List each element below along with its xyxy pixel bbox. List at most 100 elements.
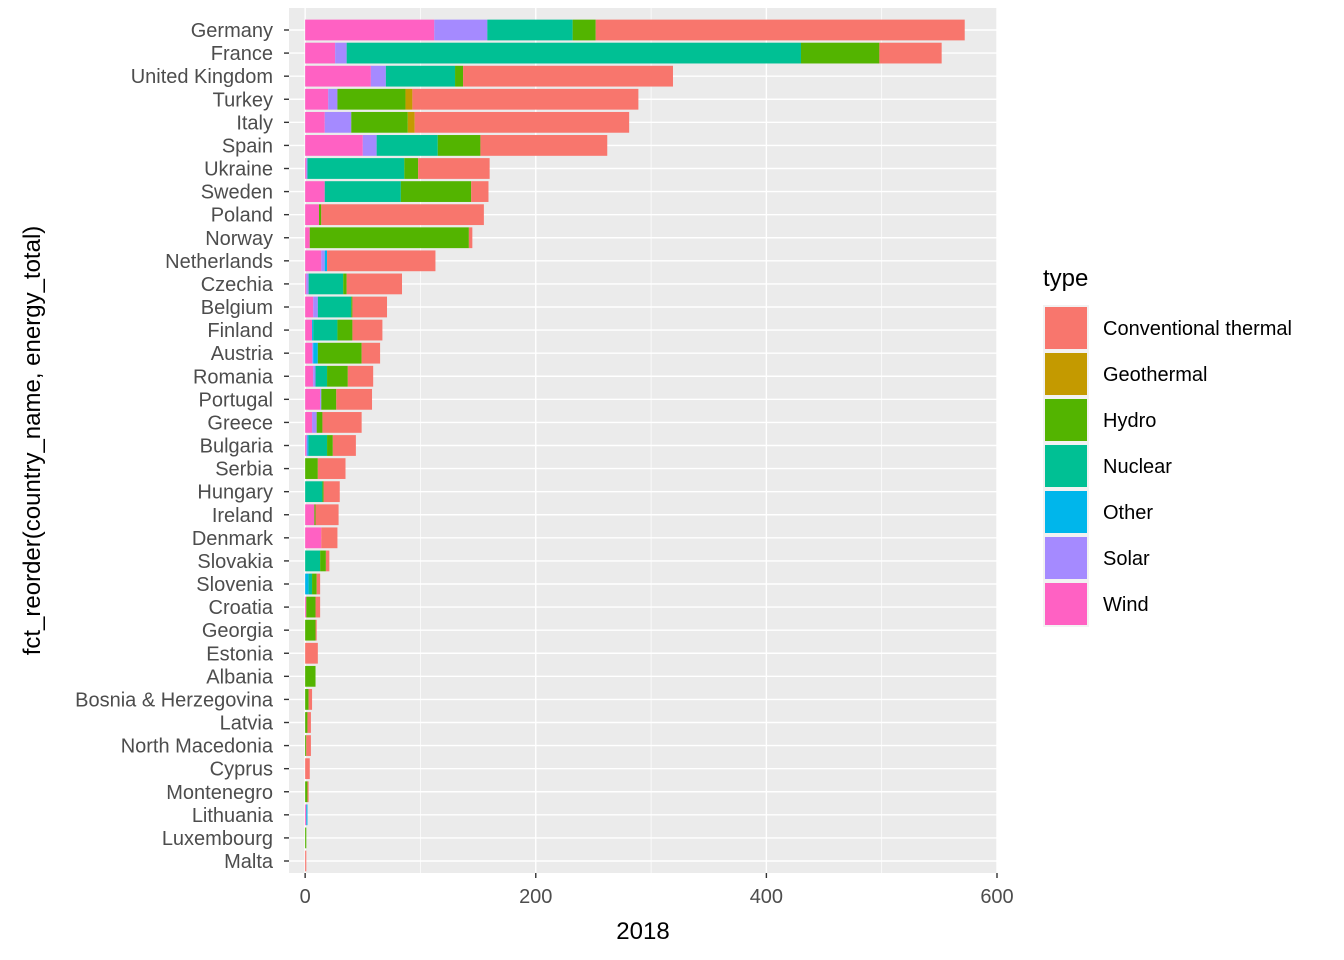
y-tick-label: Latvia [220,713,274,735]
x-axis: 0 200 400 600 [300,873,1014,908]
y-tick-label: Denmark [192,528,274,550]
bar-segment [308,273,344,295]
legend-swatch [1045,491,1087,533]
y-tick-label: Ireland [212,505,273,527]
bar-segment [305,619,316,641]
bar-segment [306,735,311,756]
bar-segment [332,435,356,456]
bar-segment [305,111,325,133]
x-tick-label: 600 [980,886,1013,908]
y-tick-label: Estonia [206,643,274,665]
bar-segment [305,689,309,710]
bar-segment [328,88,338,110]
bar-segment [305,735,307,756]
bar-segment [316,573,321,595]
bar-segment [322,412,362,433]
bar-segment [305,435,307,456]
y-tick-label: Albania [206,666,274,688]
legend-label: Hydro [1103,410,1156,432]
bar-segment [317,342,362,364]
legend-label: Wind [1103,594,1149,616]
bar-segment [305,319,313,341]
bar-segment [335,42,347,64]
y-tick-label: Portugal [199,389,274,411]
y-tick-label: Netherlands [165,251,273,273]
bar-segment [324,181,401,202]
legend: type Conventional thermal Geothermal Hydro… [1043,265,1292,627]
bar-segment [312,412,317,433]
bar-segment [463,65,673,87]
bar-segment [306,273,309,295]
bar-segment [327,365,348,387]
y-tick-label: Finland [207,320,273,342]
bar-segment [324,250,328,272]
y-tick-label: North Macedonia [121,736,274,758]
x-tick-label: 0 [300,886,311,908]
bar-segment [305,642,318,664]
bar-segment [362,135,377,156]
bar-segment [305,458,318,479]
bar-segment [321,388,337,410]
bar-segment [412,88,639,110]
bar-segment [305,273,307,295]
bar-segment [418,158,490,179]
bar-segment [305,665,316,687]
y-tick-label: Serbia [215,459,274,481]
bar-segment [407,111,415,133]
bar-segment [307,781,309,803]
y-tick-label: Turkey [213,89,273,111]
bar-segment [305,250,322,272]
bar-segment [351,111,408,133]
bar-segment [306,435,308,456]
bars [305,19,965,872]
y-tick-label: Slovenia [196,574,274,596]
bar-segment [336,388,373,410]
bar-segment [455,65,464,87]
y-tick-label: Germany [191,20,273,42]
bar-segment [312,573,317,595]
legend-swatch [1045,353,1087,395]
bar-segment [347,365,374,387]
bar-segment [313,296,318,318]
bar-segment [312,319,314,341]
bar-segment [323,481,340,503]
y-tick-label: Bosnia & Herzegovina [75,689,274,711]
bar-segment [346,42,801,64]
bar-segment [307,158,405,179]
bar-segment [305,412,313,433]
y-tick-label: Italy [236,112,273,134]
bar-segment [305,481,323,503]
bar-segment [337,88,406,110]
bar-segment [306,804,308,826]
bar-segment [321,250,325,272]
bar-segment [400,181,472,202]
legend-label: Solar [1103,548,1150,570]
bar-segment [317,296,352,318]
bar-segment [434,19,488,41]
bar-segment [321,204,484,226]
bar-segment [404,158,419,179]
bar-segment [352,319,383,341]
bar-segment [361,342,381,364]
bar-segment [305,296,314,318]
bar-segment [305,804,307,826]
bar-segment [313,365,316,387]
y-tick-label: Ukraine [204,159,273,181]
y-tick-label: Norway [205,228,273,250]
y-tick-label: France [211,43,273,65]
bar-segment [305,712,308,733]
y-tick-label: Greece [207,412,273,434]
y-tick-label: Sweden [201,182,273,204]
bar-segment [306,158,308,179]
bar-segment [305,19,435,41]
y-tick-label: United Kingdom [131,66,273,88]
y-tick-label: Hungary [197,482,273,504]
bar-segment [370,65,386,87]
bar-segment [317,458,346,479]
bar-segment [305,65,371,87]
bar-segment [316,412,323,433]
bar-segment [879,42,942,64]
bar-segment [376,135,438,156]
bar-segment [305,365,314,387]
